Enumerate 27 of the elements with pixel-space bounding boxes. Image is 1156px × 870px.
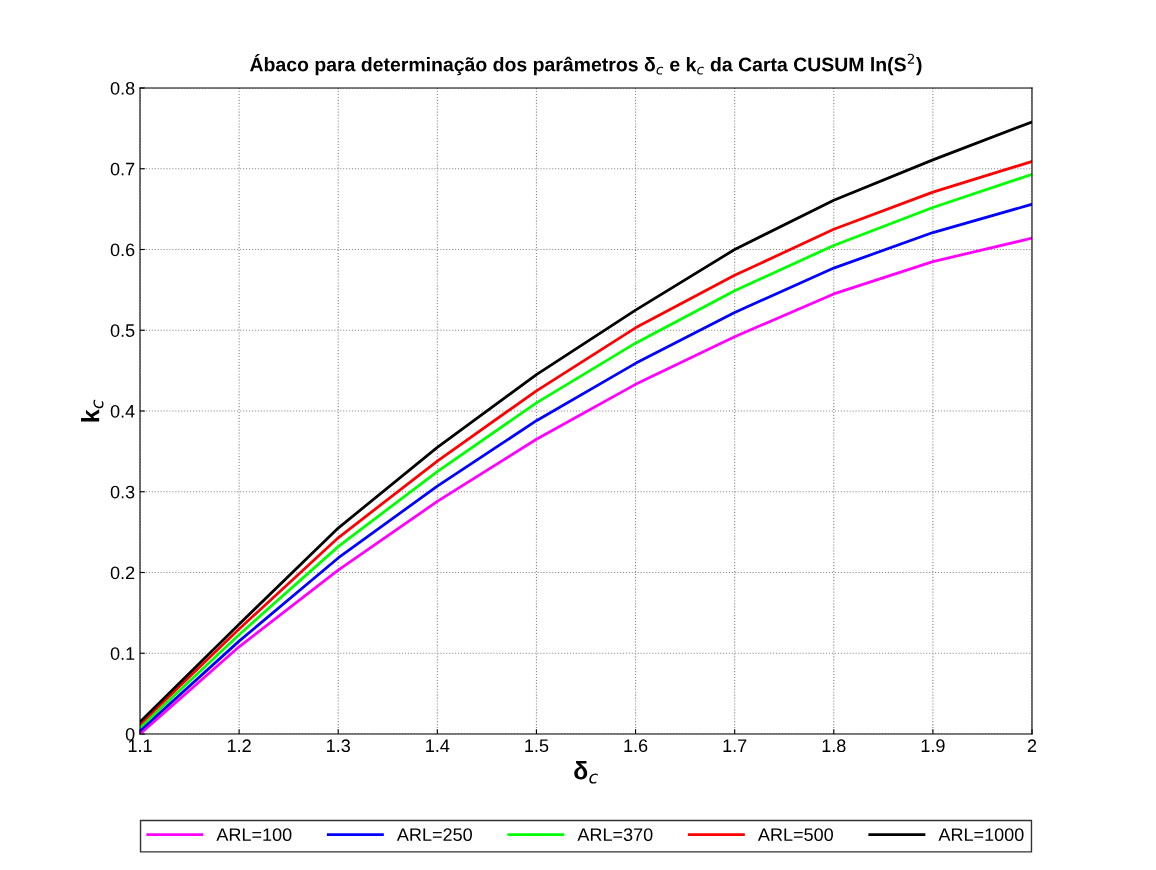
y-tick-label: 0.7	[110, 162, 135, 176]
x-tick-label: 1.9	[921, 739, 945, 753]
x-tick-label: 1.5	[525, 739, 549, 753]
y-tick-label: 0.3	[110, 485, 135, 499]
x-tick-label: 1.4	[426, 739, 450, 752]
y-tick-label: 0.8	[110, 81, 135, 95]
y-tick-label: 0	[125, 727, 135, 741]
legend-label: ARL=250	[396, 828, 472, 842]
x-tick-label: 1.1	[128, 739, 152, 752]
x-tick-label: 2	[1027, 739, 1037, 752]
x-tick-label: 1.6	[624, 739, 648, 753]
x-axis-title: δ$_{c}$	[574, 761, 598, 784]
y-tick-label: 0.6	[110, 243, 135, 257]
x-tick-label: 1.8	[822, 739, 846, 753]
y-tick-label: 0.5	[110, 324, 135, 337]
x-tick-label: 1.7	[723, 739, 747, 752]
y-tick-label: 0.1	[110, 647, 135, 660]
chart-title: Ábaco para determinação dos parâmetros δ$_{c}$ e k$_{c}$ da Carta CUSUM ln(S$^{2}$)	[250, 53, 922, 76]
x-tick-label: 1.3	[327, 739, 350, 753]
y-axis-title: k$_{c}$	[81, 399, 104, 422]
y-tick-label: 0.4	[110, 404, 135, 418]
legend-label: ARL=500	[757, 828, 833, 842]
x-tick-label: 1.2	[227, 739, 251, 752]
y-tick-label: 0.2	[110, 566, 135, 580]
legend-label: ARL=1000	[938, 828, 1024, 842]
legend-label: ARL=100	[216, 828, 292, 842]
legend-label: ARL=370	[577, 828, 653, 842]
